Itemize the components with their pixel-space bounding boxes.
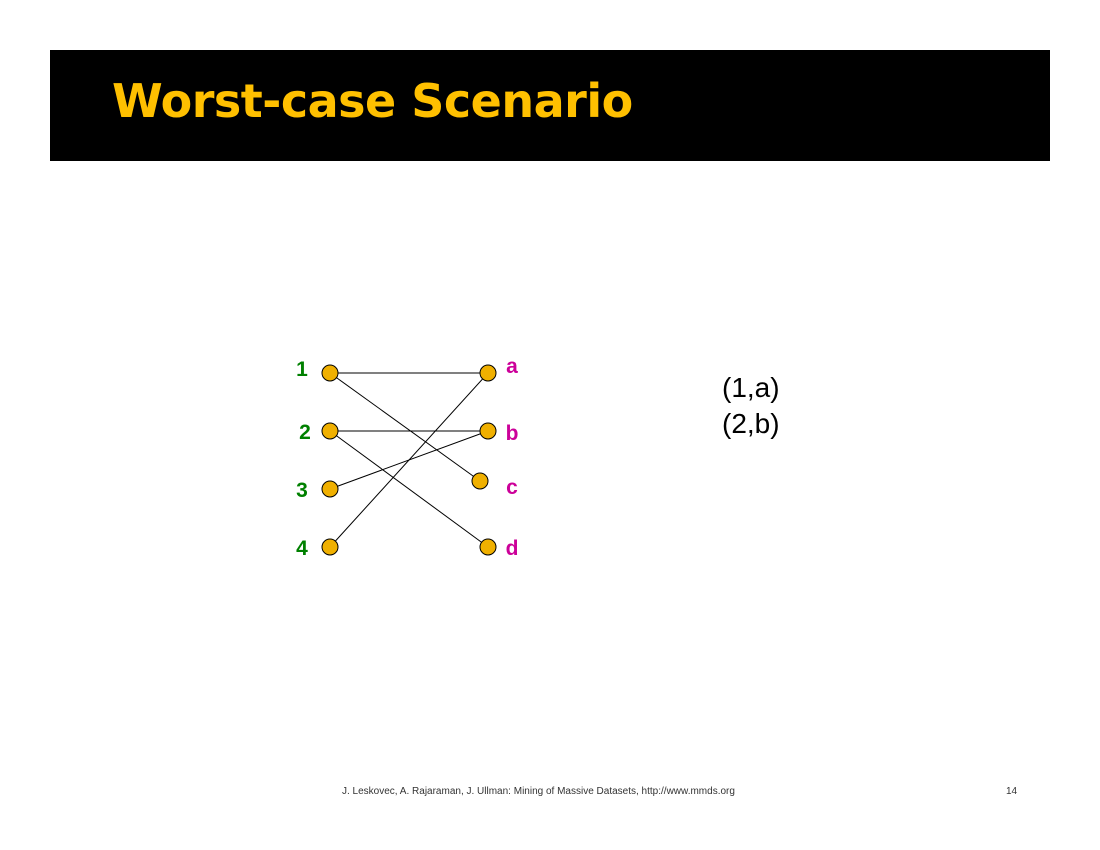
title-bar: Worst-case Scenario	[50, 50, 1050, 161]
matching-pair: (2,b)	[722, 408, 780, 439]
node-1	[321, 364, 339, 382]
edge-2-d	[329, 430, 489, 548]
node-label-b: b	[506, 422, 519, 445]
page-number: 14	[1006, 786, 1018, 797]
footer-credit: J. Leskovec, A. Rajaraman, J. Ullman: Mi…	[342, 786, 735, 797]
node-label-3: 3	[296, 479, 308, 502]
edge-1-c	[329, 372, 481, 482]
node-d	[479, 538, 497, 556]
nodes-group	[321, 364, 497, 556]
matching-pair: (1,a)	[722, 372, 780, 403]
node-3	[321, 480, 339, 498]
node-2	[321, 422, 339, 440]
node-label-1: 1	[296, 358, 308, 381]
node-label-d: d	[506, 537, 519, 560]
matching-list: (1,a) (2,b)	[722, 370, 780, 442]
edges-group	[329, 372, 489, 548]
node-label-c: c	[506, 476, 518, 499]
node-label-2: 2	[299, 421, 311, 444]
node-4	[321, 538, 339, 556]
node-a	[479, 364, 497, 382]
node-c	[471, 472, 489, 490]
labels-group: 1 2 3 4 a b c d	[296, 355, 518, 560]
node-label-a: a	[506, 355, 518, 378]
node-b	[479, 422, 497, 440]
slide-title: Worst-case Scenario	[112, 74, 633, 128]
node-label-4: 4	[296, 537, 308, 560]
edge-4-a	[329, 372, 489, 548]
